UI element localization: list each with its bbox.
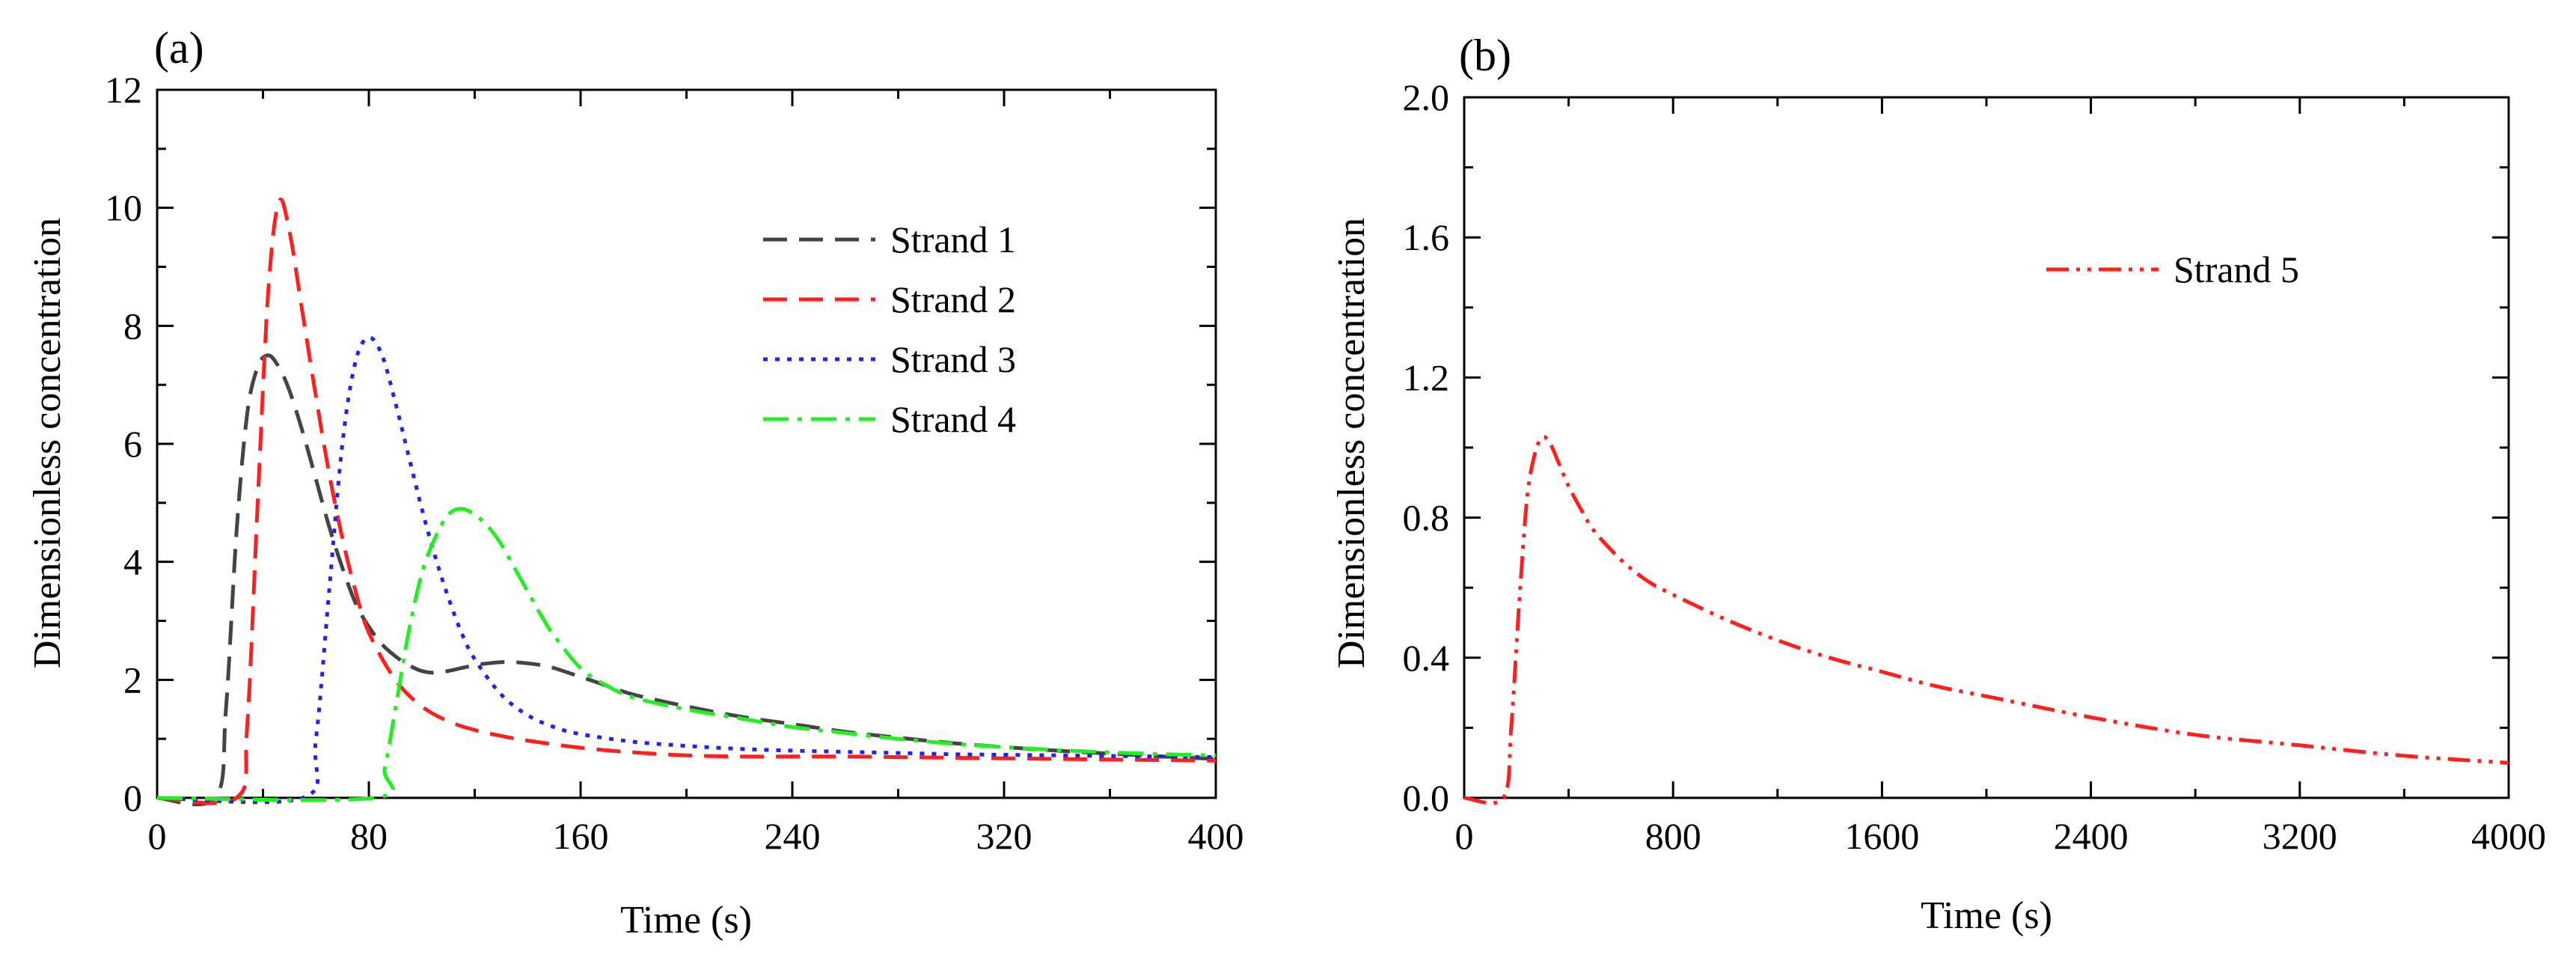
panel-b: (b) 0 800 1600 2400 3200 4000 0.0 0.4 0.8 1.2 1.6 2…	[1330, 31, 2546, 937]
panel-b-y-tick-label: 0.4	[1403, 637, 1450, 679]
panel-b-x-tick-label: 0	[1455, 815, 1474, 857]
panel-a-x-tick-label: 400	[1188, 815, 1244, 857]
panel-b-series-line-1	[1463, 435, 2509, 805]
panel-a-legend-label-4: Strand 4	[890, 398, 1016, 440]
panel-a-series-line-1	[156, 353, 1217, 807]
panel-b-legend-label-1: Strand 5	[2173, 248, 2299, 290]
panel-a-plot-area: 0 80 160 240 320 400 0 2 4 6 8 10 12 Strand 1 Strand 2…	[105, 69, 1244, 857]
panel-b-y-tick-label: 0.0	[1403, 777, 1450, 819]
panel-a-legend-label-1: Strand 1	[890, 219, 1016, 260]
panel-b-x-tick-label: 2400	[2054, 815, 2129, 857]
panel-b-y-tick-label: 1.2	[1403, 356, 1450, 398]
panel-b-x-tick-label: 4000	[2471, 815, 2546, 857]
panel-b-y-tick-label: 2.0	[1403, 76, 1450, 118]
panel-a-y-tick-label: 12	[105, 69, 142, 111]
panel-a-legend-label-3: Strand 3	[890, 338, 1016, 380]
panel-a-y-tick-label: 8	[123, 305, 142, 347]
panel-a-x-tick-label: 0	[148, 815, 167, 857]
panel-b-y-axis-title: Dimensionless concentration	[1330, 218, 1373, 668]
panel-a-x-tick-label: 240	[765, 815, 821, 857]
panel-a-y-tick-label: 2	[123, 659, 142, 701]
panel-b-x-axis-title: Time (s)	[1921, 894, 2052, 937]
panel-b-x-tick-label: 800	[1645, 815, 1701, 857]
panel-b-y-tick-label: 1.6	[1403, 216, 1450, 258]
panel-b-frame	[1463, 96, 2510, 799]
panel-b-x-tick-label: 1600	[1844, 815, 1919, 857]
panel-a-y-axis-title: Dimensionless concentration	[26, 218, 69, 668]
panel-a-y-tick-label: 10	[105, 187, 142, 229]
panel-a-x-tick-label: 160	[553, 815, 609, 857]
panel-a-label: (a)	[154, 23, 204, 73]
panel-a-y-tick-label: 4	[123, 541, 142, 583]
panel-a-x-tick-label: 80	[350, 815, 388, 857]
panel-b-x-tick-label: 3200	[2263, 815, 2337, 857]
panel-a-x-tick-label: 320	[976, 815, 1032, 857]
panel-b-y-tick-label: 0.8	[1403, 497, 1450, 539]
panel-a-x-axis-title: Time (s)	[620, 899, 752, 942]
panel-a-frame	[156, 88, 1217, 799]
panel-a: (a) 0 80 160 240 320 400 0 2 4 6 8 10 12 Strand 1 Stra…	[26, 23, 1244, 942]
panel-b-label: (b)	[1459, 31, 1511, 80]
panel-a-y-tick-label: 6	[123, 423, 142, 465]
panel-b-plot-area: 0 800 1600 2400 3200 4000 0.0 0.4 0.8 1.2 1.6 2.0 St…	[1403, 76, 2547, 857]
panel-a-series-line-4	[156, 507, 1217, 802]
panel-a-series-line-2	[156, 198, 1217, 805]
panel-a-y-tick-label: 0	[123, 777, 142, 819]
panel-a-series-line-3	[156, 335, 1217, 805]
panel-a-legend-label-2: Strand 2	[890, 278, 1016, 320]
